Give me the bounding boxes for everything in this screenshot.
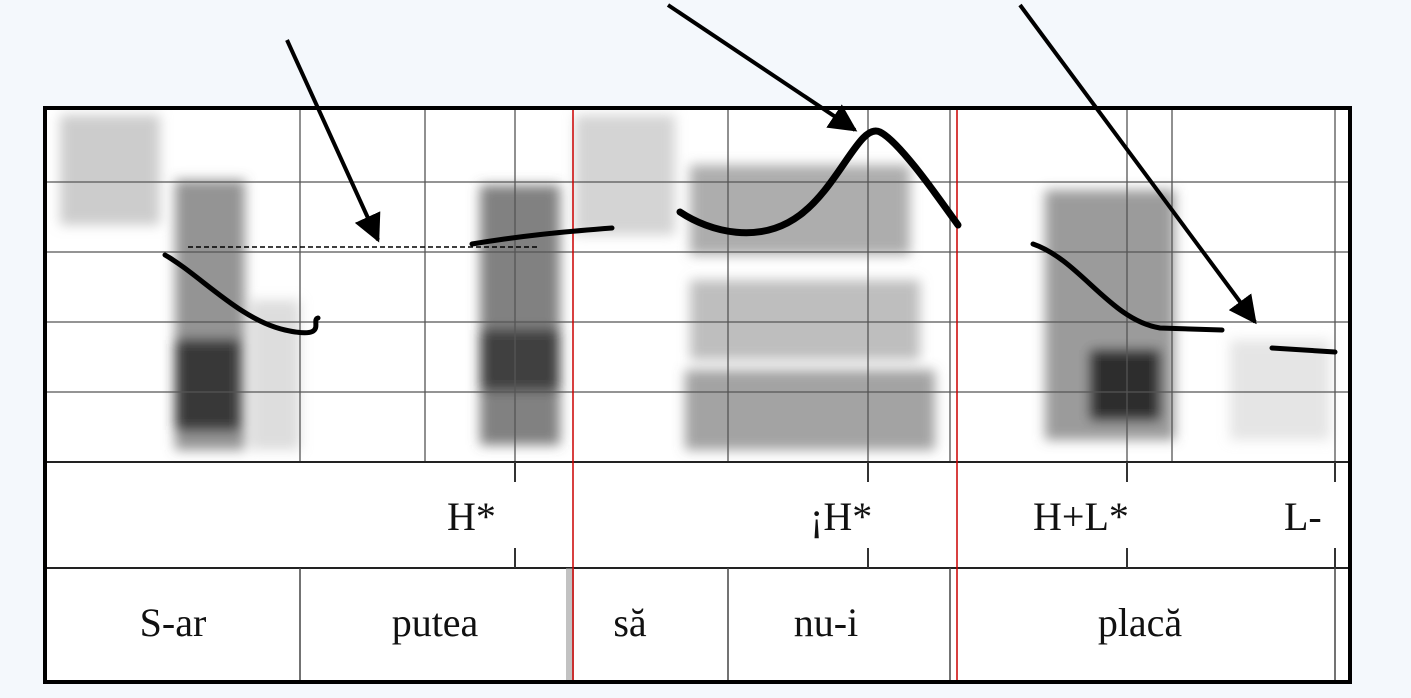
word-label: placă [1098,600,1183,645]
word-label: să [613,600,647,645]
tone-label: ¡H* [810,494,872,539]
spectrogram-figure: H* ¡H* H+L* L- S-ar putea să nu-i placă [0,0,1411,698]
word-label: putea [392,600,479,645]
tone-label: L- [1284,494,1322,539]
word-label: S-ar [140,600,207,645]
tone-label: H+L* [1033,494,1129,539]
tone-label: H* [447,494,496,539]
word-label: nu-i [794,600,858,645]
